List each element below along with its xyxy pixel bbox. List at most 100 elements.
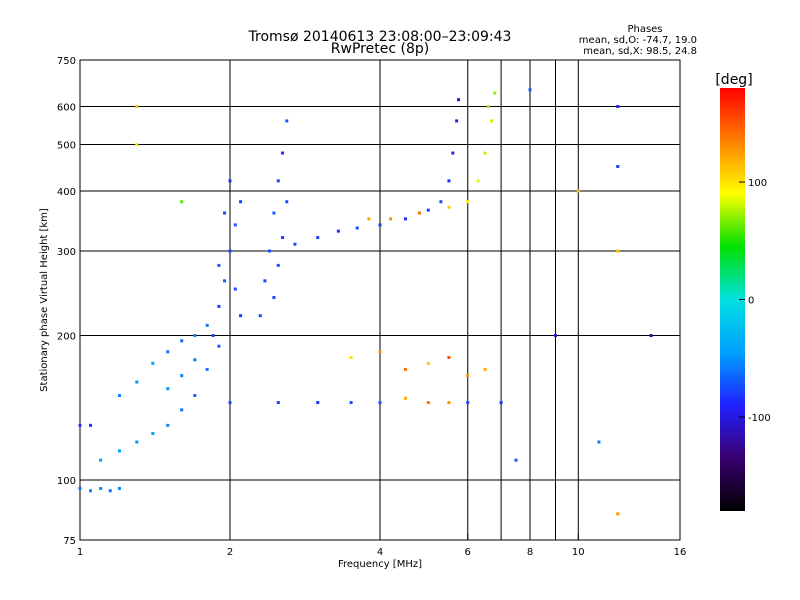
data-point (223, 211, 227, 215)
colorbar-tick-label: 100 (748, 178, 767, 189)
data-point (649, 334, 653, 338)
x-tick-label: 16 (674, 547, 687, 558)
data-point (117, 449, 121, 453)
data-point (426, 361, 430, 365)
data-point (233, 223, 237, 227)
data-point (258, 314, 262, 318)
data-point (466, 374, 470, 378)
data-point (285, 119, 289, 123)
data-point (486, 105, 490, 109)
x-axis-label: Frequency [MHz] (338, 559, 422, 570)
data-point (576, 189, 580, 193)
data-point (263, 279, 267, 283)
data-point (483, 151, 487, 155)
data-point (417, 211, 421, 215)
data-point (349, 355, 353, 359)
data-point (349, 401, 353, 405)
data-point (228, 249, 232, 253)
data-point (151, 361, 155, 365)
data-point (239, 314, 243, 318)
data-point (285, 200, 289, 204)
x-tick-label: 8 (527, 547, 533, 558)
data-point (476, 179, 480, 183)
data-point (276, 263, 280, 267)
data-point (166, 387, 170, 391)
y-tick-label: 500 (57, 141, 76, 152)
data-point (272, 211, 276, 215)
data-point (89, 423, 93, 427)
chart-subtitle: RwPretec (8p) (331, 41, 429, 57)
data-point (447, 401, 451, 405)
data-point (166, 423, 170, 427)
data-point (457, 98, 461, 102)
data-point (117, 394, 121, 398)
data-point (239, 200, 243, 204)
data-point (528, 88, 532, 92)
data-point (217, 344, 221, 348)
data-point (514, 458, 518, 462)
data-point (233, 287, 237, 291)
data-point (493, 91, 497, 95)
data-point (89, 489, 93, 493)
data-point (135, 440, 139, 444)
data-point (166, 350, 170, 354)
data-point (403, 396, 407, 400)
data-point (108, 489, 112, 493)
x-axis-ticks: 1 2 4 6 8 10 16 (77, 534, 687, 558)
chart-title: Tromsø 20140613 23:08:00–23:09:43 (248, 29, 512, 45)
info-line1: mean, sd,O: -74.7, 19.0 (579, 35, 697, 46)
data-point (228, 179, 232, 183)
data-point (447, 355, 451, 359)
data-point (223, 279, 227, 283)
data-point (616, 512, 620, 516)
data-point (180, 408, 184, 412)
data-point (151, 432, 155, 436)
y-axis-ticks: 75 100 200 300 400 500 600 750 (57, 56, 86, 547)
data-point (336, 229, 340, 233)
data-point (293, 242, 297, 246)
data-point (451, 151, 455, 155)
colorbar-label: [deg] (715, 72, 752, 88)
data-point (426, 208, 430, 212)
info-heading: Phases (627, 24, 662, 35)
data-point (193, 358, 197, 362)
data-point (499, 401, 503, 405)
data-point (78, 423, 82, 427)
y-tick-label: 75 (63, 536, 76, 547)
data-point (180, 339, 184, 343)
x-tick-label: 2 (227, 547, 233, 558)
data-point (426, 401, 430, 405)
data-point (193, 334, 197, 338)
data-point (135, 143, 139, 147)
data-point (553, 334, 557, 338)
data-point (193, 394, 197, 398)
data-point (447, 205, 451, 209)
data-point (228, 401, 232, 405)
data-points (78, 88, 653, 516)
data-point (211, 334, 215, 338)
y-tick-label: 600 (57, 103, 76, 114)
colorbar-ticks: 100 0 -100 (739, 178, 771, 424)
x-tick-label: 6 (465, 547, 471, 558)
y-tick-label: 100 (57, 476, 76, 487)
data-point (281, 236, 285, 240)
data-point (616, 105, 620, 109)
y-tick-label: 750 (57, 56, 76, 67)
data-point (490, 119, 494, 123)
data-point (403, 217, 407, 221)
data-point (135, 380, 139, 384)
data-point (447, 179, 451, 183)
data-point (378, 401, 382, 405)
data-point (439, 200, 443, 204)
data-point (78, 487, 82, 491)
grid-layer (80, 60, 680, 540)
data-point (403, 367, 407, 371)
data-point (483, 367, 487, 371)
data-point (217, 263, 221, 267)
data-point (597, 440, 601, 444)
info-line2: mean, sd,X: 98.5, 24.8 (583, 46, 697, 57)
data-point (355, 226, 359, 230)
data-point (389, 217, 393, 221)
data-point (272, 296, 276, 300)
